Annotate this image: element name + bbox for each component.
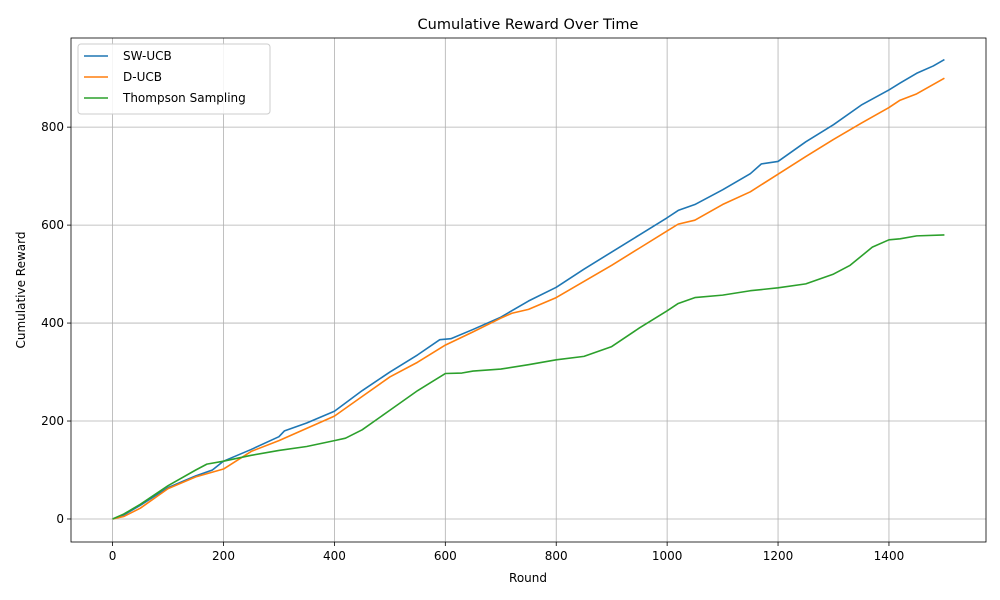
y-tick-label: 800 <box>41 120 64 134</box>
y-tick-label: 0 <box>56 512 64 526</box>
grid <box>71 38 986 542</box>
x-tick-label: 1200 <box>763 549 794 563</box>
legend-box <box>77 43 271 115</box>
y-tick-label: 200 <box>41 414 64 428</box>
series-lines <box>112 58 945 520</box>
x-tick-label: 800 <box>545 549 568 563</box>
x-tick-label: 200 <box>212 549 235 563</box>
y-axis-title: Cumulative Reward <box>14 232 28 349</box>
legend-label-thompson-sampling: Thompson Sampling <box>122 91 246 105</box>
plot-frame <box>70 37 987 543</box>
y-axis-ticks: 0 200 400 600 800 <box>41 120 71 526</box>
x-tick-label: 400 <box>323 549 346 563</box>
x-axis-ticks: 0 200 400 600 800 1000 1200 1400 <box>109 542 904 563</box>
series-line-thompson-sampling <box>112 234 945 520</box>
legend: SW-UCB D-UCB Thompson Sampling <box>77 43 271 115</box>
y-tick-label: 400 <box>41 316 64 330</box>
x-axis-title: Round <box>509 571 547 585</box>
chart-title: Cumulative Reward Over Time <box>418 17 639 33</box>
x-tick-label: 0 <box>109 549 117 563</box>
x-tick-label: 600 <box>434 549 457 563</box>
x-tick-label: 1400 <box>874 549 905 563</box>
x-tick-label: 1000 <box>652 549 683 563</box>
y-tick-label: 600 <box>41 218 64 232</box>
legend-label-d-ucb: D-UCB <box>123 70 162 84</box>
legend-label-sw-ucb: SW-UCB <box>123 49 172 63</box>
series-line-sw-ucb <box>112 58 945 520</box>
